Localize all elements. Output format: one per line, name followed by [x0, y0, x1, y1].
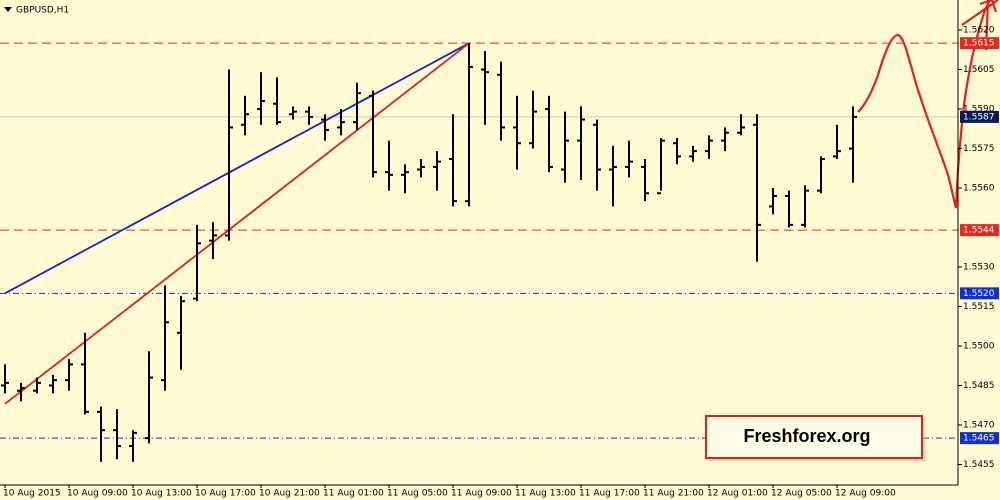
- level-label: 1.5587: [963, 112, 995, 122]
- chart-title: GBPUSD,H1: [16, 6, 69, 16]
- level-label-box: [960, 287, 999, 300]
- x-tick-label: 11 Aug 01:00: [323, 489, 384, 499]
- x-tick-label: 11 Aug 21:00: [643, 489, 704, 499]
- x-tick-label: 10 Aug 2015: [3, 489, 61, 499]
- level-label: 1.5465: [963, 434, 995, 444]
- trendline: [4, 42, 470, 405]
- level-label: 1.5544: [963, 226, 995, 236]
- level-label-box: [960, 37, 999, 50]
- level-label-box: [960, 110, 999, 123]
- y-tick-label: 1.5560: [963, 183, 995, 193]
- x-tick-label: 10 Aug 21:00: [259, 489, 320, 499]
- freehand-annotation: [857, 0, 999, 209]
- y-tick-label: 1.5590: [963, 105, 995, 115]
- watermark-box: [705, 415, 923, 459]
- y-tick-label: 1.5500: [963, 341, 995, 351]
- plot-area: [0, 42, 958, 462]
- y-tick-label: 1.5470: [963, 420, 995, 430]
- level-label: 1.5615: [963, 39, 995, 49]
- y-tick-label: 1.5620: [963, 26, 995, 36]
- title-marker: [4, 7, 12, 12]
- trendline: [4, 42, 470, 295]
- watermark-text: Freshforex.org: [743, 426, 870, 446]
- level-label: 1.5520: [963, 289, 995, 299]
- y-tick-label: 1.5485: [963, 381, 995, 391]
- x-tick-label: 12 Aug 05:00: [771, 489, 832, 499]
- x-tick-label: 11 Aug 05:00: [387, 489, 448, 499]
- x-tick-label: 12 Aug 01:00: [707, 489, 768, 499]
- x-tick-label: 10 Aug 17:00: [195, 489, 256, 499]
- x-tick-label: 11 Aug 17:00: [579, 489, 640, 499]
- x-tick-label: 11 Aug 13:00: [515, 489, 576, 499]
- x-tick-label: 11 Aug 09:00: [451, 489, 512, 499]
- y-tick-label: 1.5605: [963, 65, 995, 75]
- y-tick-label: 1.5515: [963, 302, 995, 312]
- y-tick-label: 1.5575: [963, 144, 995, 154]
- level-label-box: [960, 432, 999, 445]
- level-label-box: [960, 224, 999, 237]
- x-tick-label: 12 Aug 09:00: [835, 489, 896, 499]
- y-tick-label: 1.5530: [963, 262, 995, 272]
- x-tick-label: 10 Aug 09:00: [67, 489, 128, 499]
- x-tick-label: 10 Aug 13:00: [131, 489, 192, 499]
- y-tick-label: 1.5455: [963, 460, 995, 470]
